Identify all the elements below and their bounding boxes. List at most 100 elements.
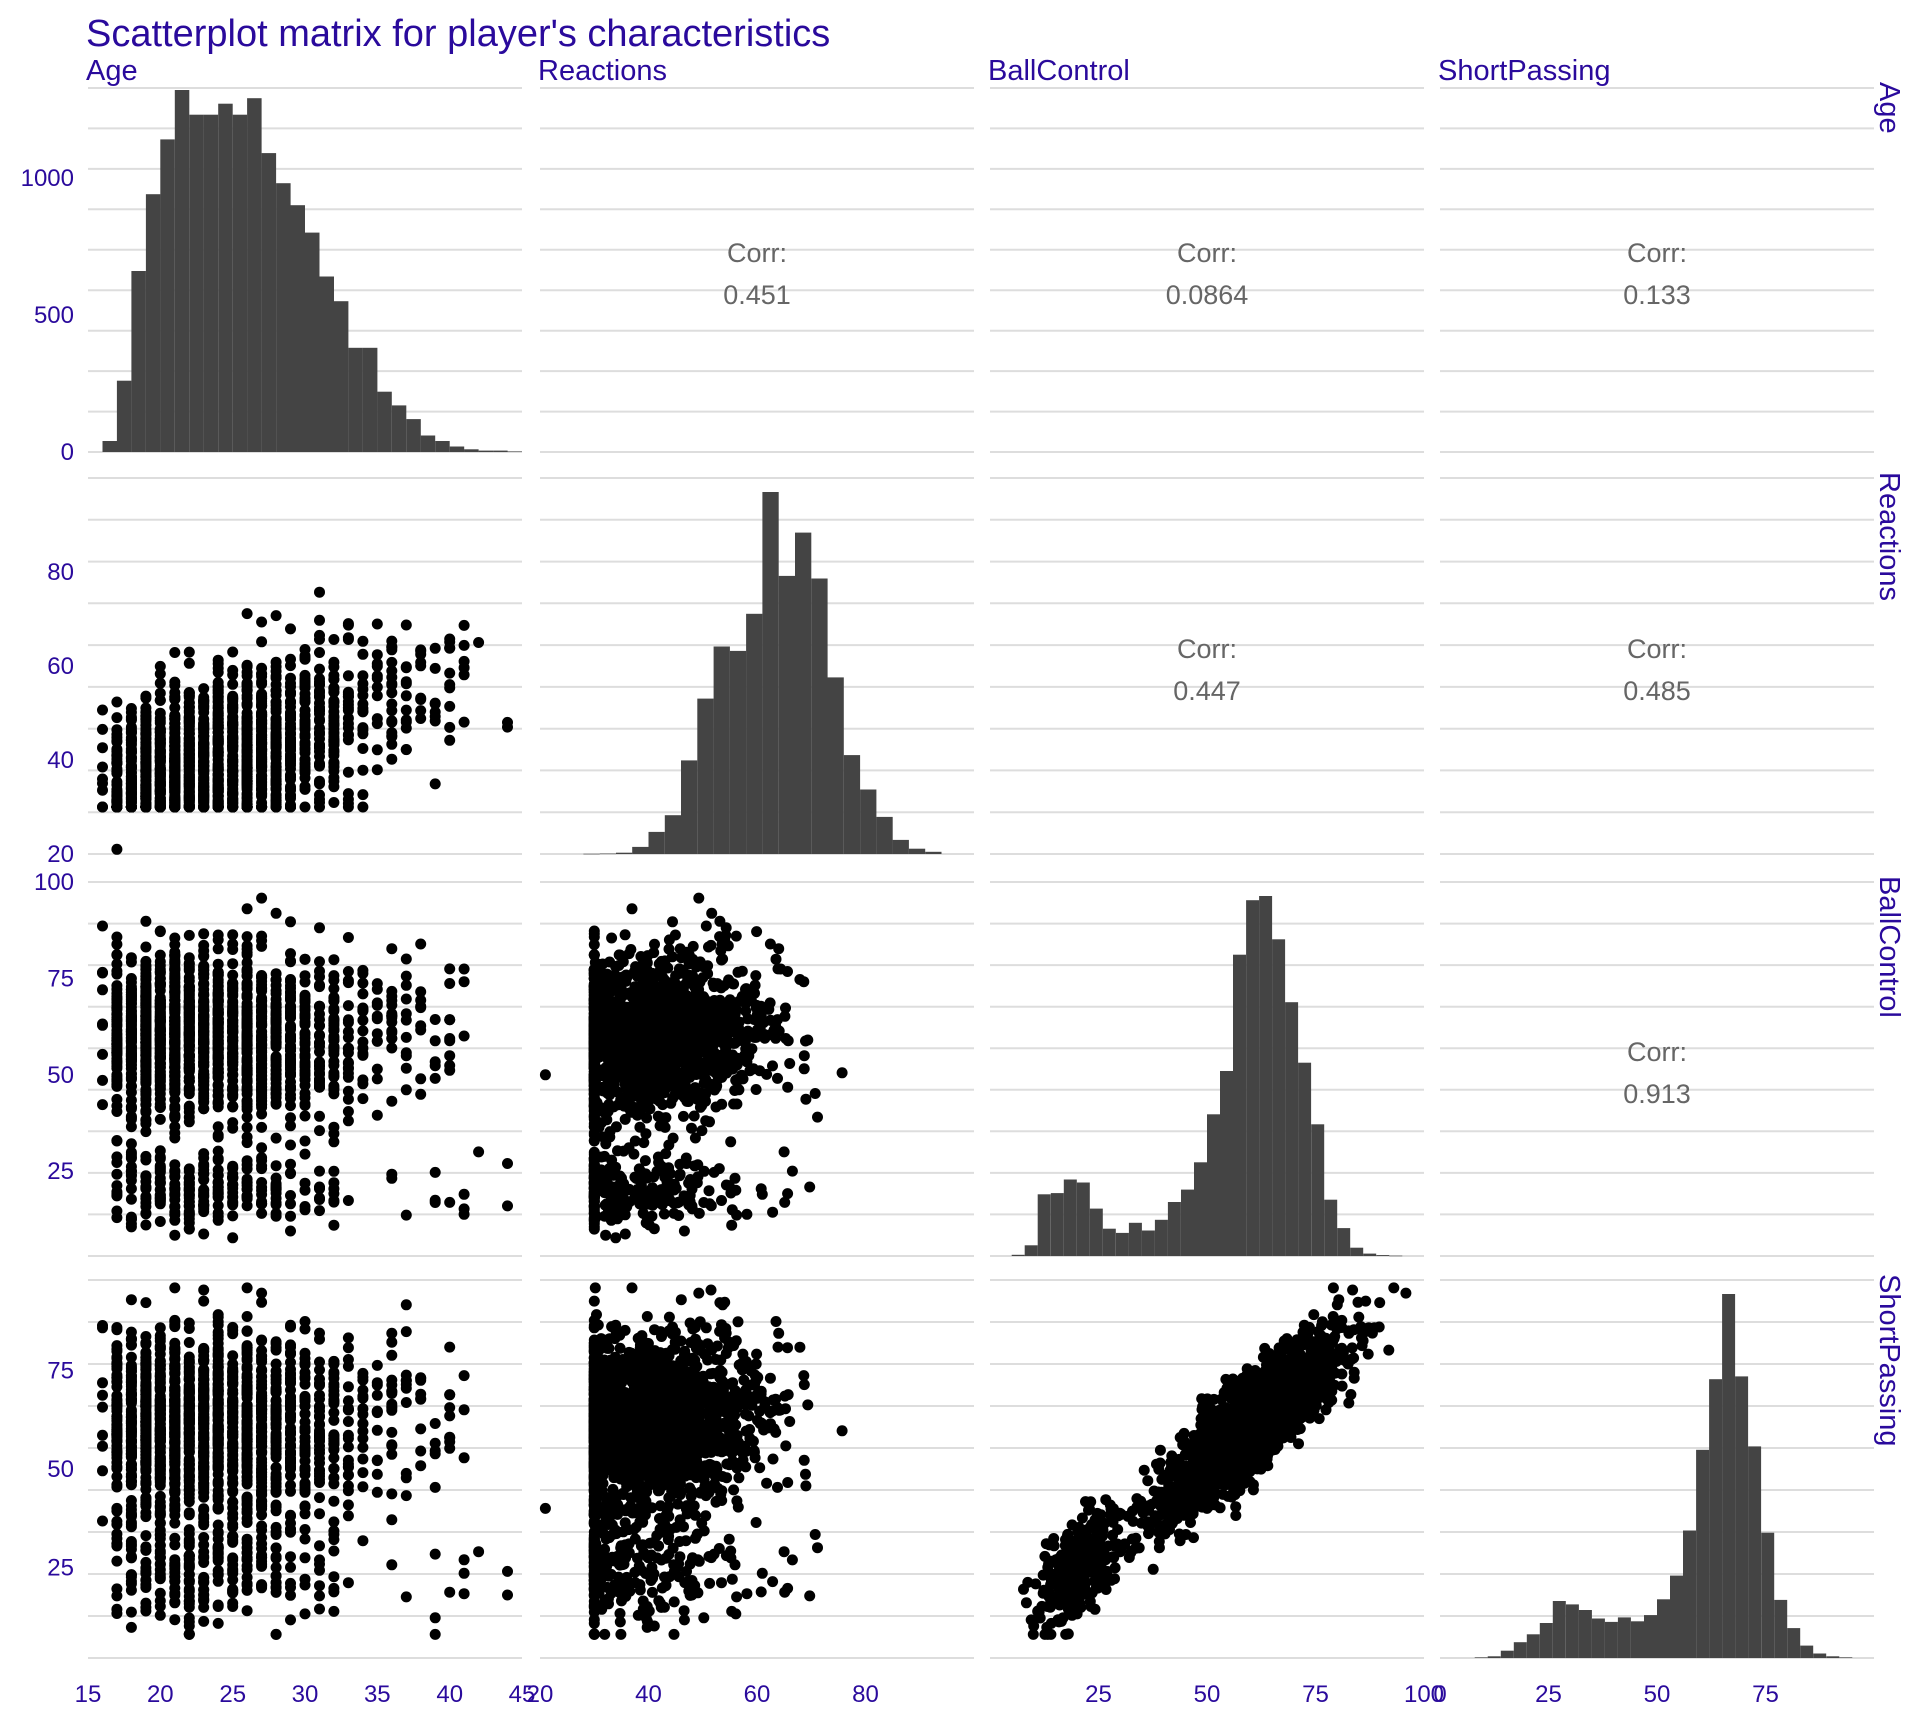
scatter-point — [328, 1188, 339, 1199]
scatter-point — [386, 636, 397, 647]
scatter-point — [227, 765, 238, 776]
scatter-point — [271, 974, 282, 985]
scatter-point — [213, 769, 224, 780]
scatter-point — [256, 707, 267, 718]
scatter-point — [415, 693, 426, 704]
histogram-bar — [876, 817, 892, 854]
scatter-point — [256, 797, 267, 808]
scatter-point — [401, 690, 412, 701]
scatter-point — [111, 1047, 122, 1058]
scatter-point — [459, 964, 470, 975]
scatter-point — [256, 1163, 267, 1174]
histogram-bar — [1735, 1376, 1748, 1658]
scatter-point — [256, 745, 267, 756]
scatter-point — [242, 802, 253, 813]
histogram-bar — [363, 348, 378, 452]
scatter-point — [401, 1084, 412, 1095]
scatter-point — [357, 1467, 368, 1478]
histogram-bar — [1259, 896, 1272, 1256]
histogram-bar — [909, 849, 925, 854]
scatter-point — [227, 958, 238, 969]
scatter-point — [198, 940, 209, 951]
scatter-point — [227, 788, 238, 799]
scatter-point — [285, 771, 296, 782]
scatter-point — [415, 1073, 426, 1084]
scatter-point — [140, 747, 151, 758]
histogram-bar — [1540, 1623, 1553, 1658]
histogram-bar — [320, 277, 335, 453]
scatter-point — [372, 1360, 383, 1371]
histogram-bar — [600, 854, 616, 855]
scatter-point — [300, 1552, 311, 1563]
scatter-point — [227, 1021, 238, 1032]
scatter-point — [415, 713, 426, 724]
scatter-point — [386, 715, 397, 726]
scatter-point — [198, 990, 209, 1001]
scatter-point — [256, 692, 267, 703]
scatter-point — [343, 705, 354, 716]
histogram-bar — [1064, 1180, 1077, 1257]
histogram-bar — [1514, 1642, 1527, 1658]
histogram-bar — [1155, 1220, 1168, 1256]
scatter-point — [314, 647, 325, 658]
scatter-point — [111, 1019, 122, 1030]
scatter-point — [256, 1070, 267, 1081]
scatter-point — [169, 1067, 180, 1078]
scatter-point — [314, 615, 325, 626]
scatter-point — [140, 691, 151, 702]
scatter-point — [430, 1197, 441, 1208]
scatter-point — [300, 1080, 311, 1091]
scatter-point — [256, 893, 267, 904]
scatter-point — [256, 776, 267, 787]
scatter-point — [256, 676, 267, 687]
scatter-point — [401, 662, 412, 673]
scatter-point — [198, 1020, 209, 1031]
scatter-point — [357, 743, 368, 754]
histogram-bar — [714, 647, 730, 855]
histogram-bar — [1670, 1576, 1683, 1658]
scatter-point — [227, 669, 238, 680]
scatter-point — [372, 978, 383, 989]
scatter-point — [256, 1045, 267, 1056]
histogram-bar — [508, 452, 523, 453]
scatter-point — [314, 1540, 325, 1551]
scatter-point — [401, 1032, 412, 1043]
scatter-point — [111, 1190, 122, 1201]
scatter-point — [386, 739, 397, 750]
scatter-point — [242, 931, 253, 942]
row-label-reactions: Reactions — [1873, 472, 1905, 601]
scatter-point — [357, 1015, 368, 1026]
scatter-point — [372, 1425, 383, 1436]
y-tick-label: 25 — [47, 1158, 74, 1185]
scatter-point — [242, 757, 253, 768]
histogram-bar — [1090, 1209, 1103, 1256]
histogram-bar — [649, 832, 665, 854]
scatter-point — [169, 1029, 180, 1040]
histogram-bar — [276, 183, 291, 452]
scatter-point — [300, 1111, 311, 1122]
scatter-point — [271, 908, 282, 919]
histogram-bar — [1025, 1245, 1038, 1256]
scatter-point — [213, 1191, 224, 1202]
scatter-point — [401, 744, 412, 755]
scatter-point — [314, 922, 325, 933]
scatter-point — [140, 1151, 151, 1162]
scatter-point — [155, 784, 166, 795]
scatter-point — [401, 1472, 412, 1483]
scatter-point — [271, 673, 282, 684]
scatter-point — [169, 1087, 180, 1098]
histogram-bar — [1142, 1231, 1155, 1257]
scatter-point — [111, 1212, 122, 1223]
scatter-point — [198, 965, 209, 976]
scatter-point — [285, 687, 296, 698]
histogram-bar — [1592, 1619, 1605, 1659]
scatter-point — [285, 1041, 296, 1052]
scatter-point — [155, 727, 166, 738]
scatter-point — [242, 949, 253, 960]
scatter-point — [111, 758, 122, 769]
histogram-bar — [828, 677, 844, 854]
scatter-point — [314, 1063, 325, 1074]
histogram-bar — [1488, 1656, 1501, 1658]
scatter-point — [314, 1111, 325, 1122]
histogram-bar — [233, 115, 248, 452]
